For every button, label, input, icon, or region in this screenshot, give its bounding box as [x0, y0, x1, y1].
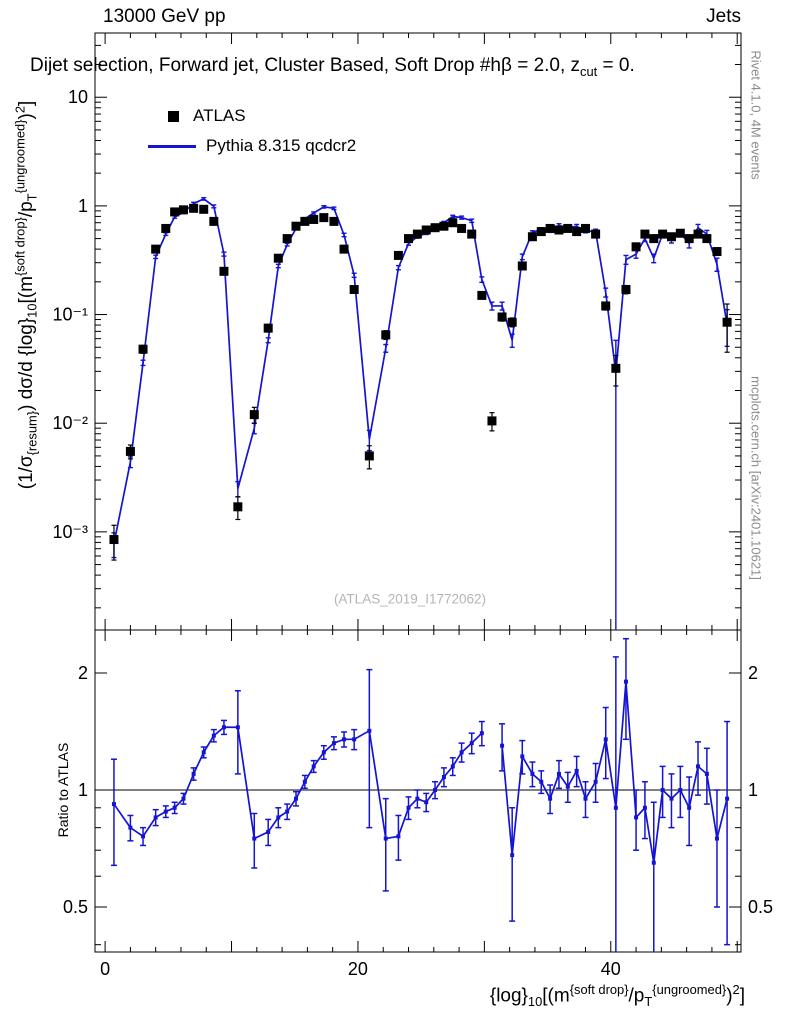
x-axis-title: {log}10[(m{soft drop}/pT{ungroomed})2]: [489, 982, 745, 1010]
svg-text:10⁻²: 10⁻²: [52, 413, 88, 433]
atlas-error-bars: [111, 205, 730, 561]
beam-energy-label: 13000 GeV pp: [103, 6, 226, 27]
svg-text:20: 20: [348, 959, 368, 979]
ratio-curve: [113, 726, 483, 840]
mcplots-reference-label: mcplots.cern.ch [arXiv:2401.10621]: [748, 376, 764, 580]
analysis-id-watermark: (ATLAS_2019_I1772062): [333, 591, 487, 607]
analysis-group-label: Jets: [706, 6, 741, 27]
svg-text:0.5: 0.5: [63, 897, 88, 917]
y-axis-title: (1/σ{resum}) dσ/d {log}10[(m{soft drop}/…: [12, 100, 40, 490]
svg-text:2: 2: [748, 663, 758, 683]
ratio-axis-title: Ratio to ATLAS: [55, 742, 71, 838]
svg-text:40: 40: [601, 959, 621, 979]
rivet-version-label: Rivet 4.1.0, 4M events: [748, 50, 764, 180]
svg-text:1: 1: [78, 196, 88, 216]
atlas-square-marker-icon: [168, 110, 179, 122]
svg-text:1: 1: [748, 780, 758, 800]
pythia-line-marker-icon: [148, 144, 196, 148]
legend-entry-atlas: ATLAS: [148, 101, 356, 131]
legend-entry-pythia: Pythia 8.315 qcdcr2: [148, 131, 356, 161]
svg-text:10⁻¹: 10⁻¹: [52, 305, 88, 325]
legend-label-atlas: ATLAS: [193, 106, 246, 125]
plot-title: Dijet selection, Forward jet, Cluster Ba…: [30, 55, 635, 79]
svg-text:2: 2: [78, 663, 88, 683]
axis-ticks: [95, 33, 741, 952]
svg-text:0.5: 0.5: [748, 897, 773, 917]
legend: ATLAS Pythia 8.315 qcdcr2: [148, 101, 356, 161]
svg-text:1: 1: [78, 780, 88, 800]
ratio-error-bars: [110, 637, 731, 952]
atlas-points: [109, 203, 732, 545]
axis-tick-labels: 10 1 10⁻¹ 10⁻² 10⁻³ 2 2 1 1 0.5 0.5 0 20 40: [52, 87, 773, 979]
legend-label-pythia: Pythia 8.315 qcdcr2: [206, 136, 357, 155]
ratio-points: [111, 679, 730, 865]
svg-text:10: 10: [68, 87, 88, 107]
ratio-curve: [501, 681, 728, 863]
ratio-panel-frame: [94, 629, 742, 953]
svg-text:0: 0: [100, 959, 110, 979]
svg-text:10⁻³: 10⁻³: [52, 522, 88, 542]
pythia-error-bars: [111, 196, 730, 630]
